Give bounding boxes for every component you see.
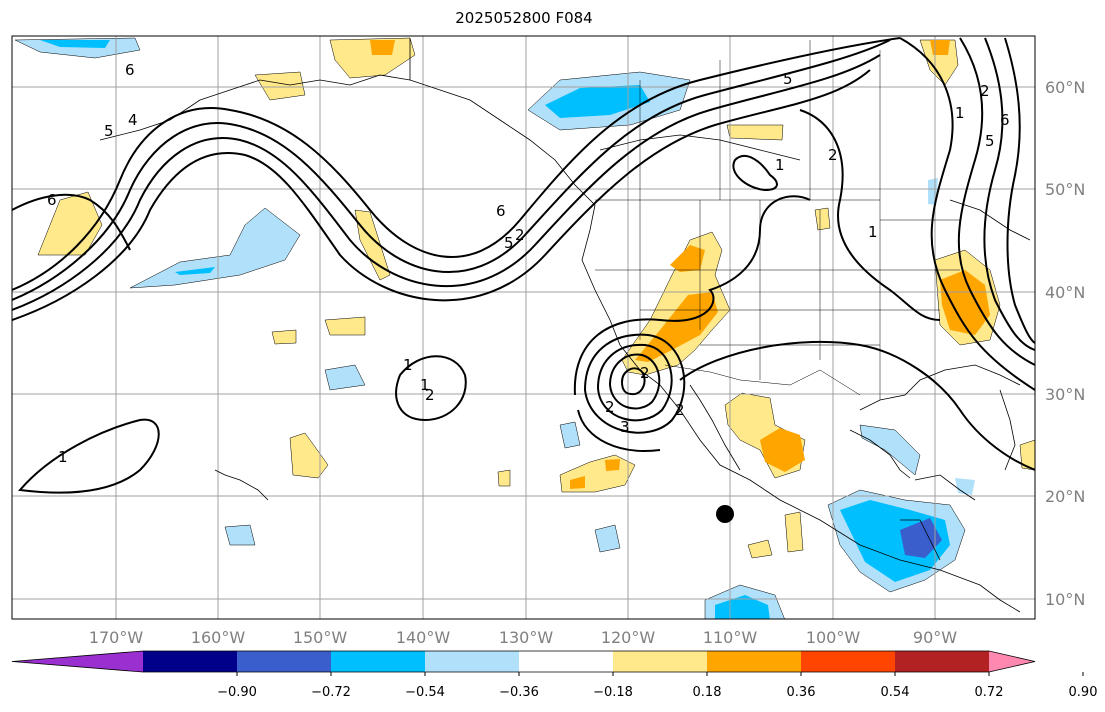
contour-label: 2 bbox=[605, 398, 615, 416]
lon-label: 150°W bbox=[293, 628, 348, 647]
lat-label: 10°N bbox=[1045, 590, 1085, 609]
contour-label: 5 bbox=[783, 70, 793, 88]
colorbar-segment bbox=[143, 651, 238, 672]
lat-label: 30°N bbox=[1045, 385, 1085, 404]
contour-label: 2 bbox=[980, 82, 990, 100]
lat-label: 40°N bbox=[1045, 283, 1085, 302]
colorbar-segment bbox=[707, 651, 802, 672]
map-frame bbox=[11, 35, 1036, 620]
contour-label: 6 bbox=[47, 191, 57, 209]
colorbar-tick-label: 0.36 bbox=[787, 685, 816, 700]
contour-label: 6 bbox=[125, 61, 135, 79]
colorbar: −0.90 −0.72 −0.54 −0.36 −0.18 0.18 0.36 0.54 0.7… bbox=[11, 650, 1098, 700]
colorbar-tick-label: 0.72 bbox=[975, 685, 1004, 700]
latitude-labels: 60°N 50°N 40°N 30°N 20°N 10°N bbox=[1045, 78, 1085, 609]
colorbar-tick-label: 0.54 bbox=[881, 685, 910, 700]
lon-label: 110°W bbox=[703, 628, 758, 647]
lon-label: 140°W bbox=[396, 628, 451, 647]
colorbar-segment bbox=[331, 651, 426, 672]
colorbar-tick-label: −0.90 bbox=[217, 685, 257, 700]
gridlines bbox=[12, 36, 1035, 619]
colorbar-tick-label: 0.18 bbox=[693, 685, 722, 700]
lon-label: 130°W bbox=[499, 628, 554, 647]
lon-label: 100°W bbox=[806, 628, 861, 647]
contour-label: 2 bbox=[425, 386, 435, 404]
colorbar-tick-label: 0.90 bbox=[1069, 685, 1098, 700]
colorbar-tick-label: −0.54 bbox=[405, 685, 445, 700]
contour-label: 3 bbox=[620, 418, 630, 436]
map-title: 2025052800 F084 bbox=[455, 9, 593, 27]
contour-label: 6 bbox=[1000, 111, 1010, 129]
contour-label: 4 bbox=[128, 111, 138, 129]
contour-label: 2 bbox=[515, 226, 525, 244]
colorbar-tick-label: −0.36 bbox=[499, 685, 539, 700]
colorbar-segment bbox=[895, 651, 990, 672]
contour-labels: 6 5 4 6 6 5 2 5 2 1 1 2 6 5 1 2 1 1 2 2 … bbox=[47, 61, 1010, 466]
colorbar-segment bbox=[801, 651, 896, 672]
contour-label: 1 bbox=[868, 223, 878, 241]
contour-label: 2 bbox=[675, 401, 685, 419]
contour-label: 5 bbox=[104, 122, 114, 140]
contour-label: 1 bbox=[955, 104, 965, 122]
contour-label: 1 bbox=[403, 356, 413, 374]
contour-label: 1 bbox=[58, 448, 68, 466]
contours bbox=[12, 37, 1035, 494]
location-marker bbox=[716, 505, 734, 523]
political-borders bbox=[595, 40, 960, 400]
colorbar-segment bbox=[237, 651, 332, 672]
shaded-fields bbox=[14, 37, 1035, 619]
lon-label: 160°W bbox=[191, 628, 246, 647]
contour-label: 6 bbox=[496, 202, 506, 220]
contour-label: 1 bbox=[775, 156, 785, 174]
colorbar-tick-label: −0.18 bbox=[593, 685, 633, 700]
contour-label: 5 bbox=[985, 132, 995, 150]
lon-label: 120°W bbox=[601, 628, 656, 647]
colorbar-segment bbox=[425, 651, 520, 672]
contour-label: 2 bbox=[640, 364, 650, 382]
lon-label: 90°W bbox=[913, 628, 957, 647]
contour-label: 1 bbox=[420, 376, 430, 394]
contour-label: 5 bbox=[504, 234, 514, 252]
contour-label: 2 bbox=[828, 146, 838, 164]
colorbar-segment bbox=[613, 651, 708, 672]
lat-label: 20°N bbox=[1045, 487, 1085, 506]
colorbar-extend-low bbox=[12, 651, 143, 672]
lon-label: 170°W bbox=[89, 628, 144, 647]
colorbar-tick-label: −0.72 bbox=[311, 685, 351, 700]
lat-label: 60°N bbox=[1045, 78, 1085, 97]
colorbar-outline bbox=[11, 650, 1036, 673]
longitude-labels: 170°W 160°W 150°W 140°W 130°W 120°W 110°… bbox=[89, 628, 957, 647]
colorbar-segment bbox=[519, 651, 614, 672]
colorbar-extend-high bbox=[989, 651, 1035, 672]
lat-label: 50°N bbox=[1045, 180, 1085, 199]
